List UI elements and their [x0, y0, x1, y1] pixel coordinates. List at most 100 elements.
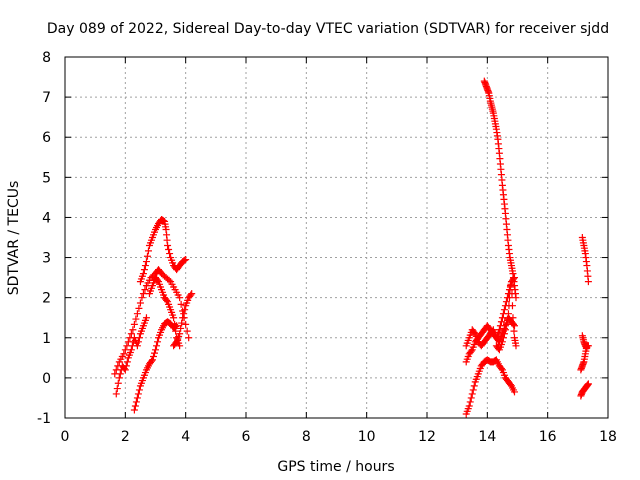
data-point — [139, 270, 147, 278]
data-point — [502, 298, 510, 306]
series-arc-f — [145, 274, 184, 350]
y-tick-label: 4 — [42, 210, 51, 226]
data-point — [129, 326, 137, 334]
data-point — [512, 294, 520, 302]
data-point — [164, 242, 172, 250]
data-point — [153, 342, 161, 350]
data-point — [510, 274, 518, 282]
x-tick-label: 4 — [181, 429, 190, 445]
data-point — [122, 362, 130, 370]
data-point — [163, 296, 171, 304]
y-tick-label: 0 — [42, 371, 51, 387]
data-point — [152, 346, 159, 354]
data-point — [150, 349, 158, 357]
series-arc-o — [578, 332, 591, 352]
data-point — [501, 326, 509, 334]
data-point — [149, 352, 157, 360]
data-point — [176, 330, 184, 338]
data-point — [130, 406, 138, 414]
x-tick-label: 18 — [599, 429, 617, 445]
data-point — [179, 314, 187, 322]
data-point — [148, 356, 156, 364]
data-point — [121, 366, 129, 374]
chart-title: Day 089 of 2022, Sidereal Day-to-day VTE… — [47, 21, 609, 37]
data-point — [160, 217, 168, 225]
data-point — [176, 342, 184, 350]
data-point — [504, 310, 512, 318]
data-point — [154, 338, 162, 346]
data-point — [171, 320, 179, 328]
data-point — [503, 315, 511, 323]
data-point — [508, 290, 516, 298]
x-tick-label: 8 — [302, 429, 311, 445]
data-point — [500, 306, 508, 314]
axis-ticks — [64, 56, 609, 419]
data-point — [509, 314, 517, 322]
data-point — [465, 402, 473, 410]
data-point — [181, 256, 189, 264]
y-tick-label: 5 — [42, 170, 51, 186]
x-axis-label: GPS time / hours — [277, 459, 394, 475]
x-tick-labels: 0 2 4 6 8 10 12 14 16 18 — [61, 429, 617, 445]
data-point — [134, 338, 142, 346]
data-point — [172, 327, 180, 335]
data-point — [147, 357, 155, 365]
data-point — [499, 334, 507, 342]
data-point — [132, 315, 140, 323]
x-tick-label: 14 — [478, 429, 496, 445]
series-arc-e — [170, 290, 196, 350]
data-point — [469, 386, 477, 394]
data-point — [134, 390, 142, 398]
data-point — [510, 388, 518, 396]
data-point — [123, 358, 131, 366]
data-point — [142, 258, 150, 266]
data-point — [116, 370, 124, 378]
data-point — [133, 394, 141, 402]
x-tick-label: 10 — [358, 429, 376, 445]
grid-lines — [65, 57, 608, 418]
data-point — [182, 256, 190, 264]
data-point — [467, 394, 475, 402]
data-point — [132, 398, 140, 406]
data-point — [180, 310, 188, 318]
data-point — [135, 386, 143, 394]
data-point — [502, 320, 510, 328]
data-point — [496, 322, 504, 330]
y-tick-label: 1 — [42, 331, 51, 347]
data-point — [140, 266, 148, 274]
data-points — [111, 77, 592, 418]
data-point — [505, 294, 513, 302]
data-point — [133, 342, 141, 350]
data-point — [468, 390, 476, 398]
data-point — [114, 379, 122, 387]
data-point — [508, 302, 516, 310]
data-point — [139, 290, 147, 298]
series-arc-g — [480, 77, 520, 302]
data-point — [181, 306, 189, 314]
data-point — [144, 247, 152, 255]
data-point — [115, 374, 123, 382]
data-point — [127, 346, 135, 354]
x-tick-label: 6 — [242, 429, 251, 445]
data-point — [154, 276, 162, 284]
data-point — [583, 344, 591, 352]
data-point — [466, 398, 474, 406]
data-point — [495, 326, 503, 334]
data-point — [176, 294, 184, 302]
data-point — [178, 319, 186, 327]
data-point — [500, 330, 508, 338]
data-point — [177, 324, 185, 332]
x-tick-label: 0 — [61, 429, 70, 445]
data-point — [136, 299, 144, 307]
data-point — [143, 252, 151, 260]
data-point — [187, 291, 195, 299]
y-tick-labels: -1 0 1 2 3 4 5 6 7 8 — [37, 50, 51, 427]
data-point — [121, 346, 129, 354]
x-tick-label: 2 — [121, 429, 130, 445]
data-point — [182, 320, 190, 328]
data-point — [177, 300, 185, 308]
data-point — [165, 276, 173, 284]
data-point — [142, 314, 150, 322]
data-point — [120, 350, 128, 358]
data-point — [584, 278, 592, 286]
